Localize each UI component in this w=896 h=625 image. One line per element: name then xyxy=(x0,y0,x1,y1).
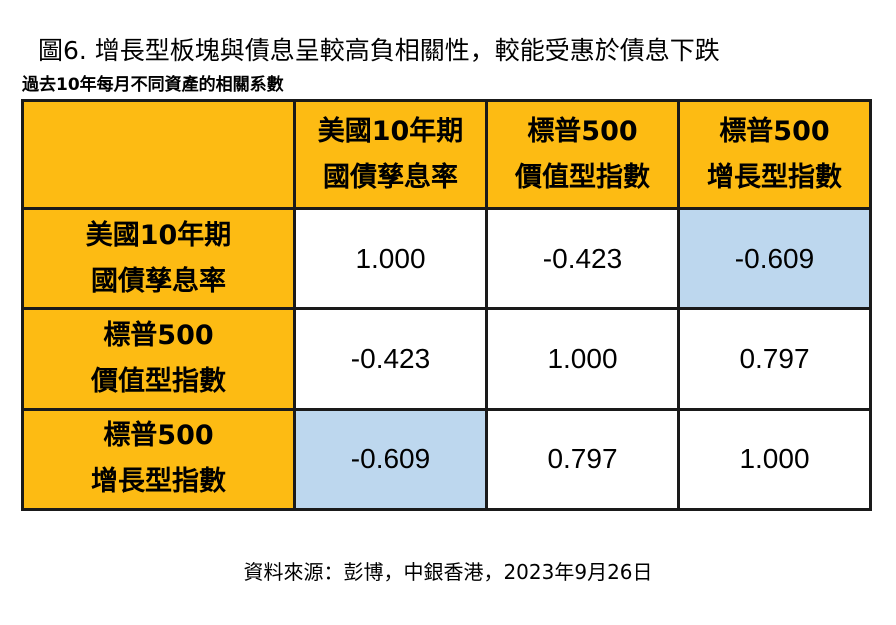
row-header-line: 價值型指數 xyxy=(91,366,226,398)
value-cell: -0.423 xyxy=(293,307,488,411)
column-header-line: 標普500 xyxy=(719,115,830,147)
value-cell: -0.609 xyxy=(293,407,488,512)
value-cell: 1.000 xyxy=(293,207,488,311)
column-header-line: 標普500 xyxy=(527,115,638,147)
row-header-treasury: 美國10年期 國債孳息率 xyxy=(21,207,296,311)
value-cell: -0.423 xyxy=(485,207,680,311)
chart-title: 圖6. 增長型板塊與債息呈較高負相關性，較能受惠於債息下跌 xyxy=(38,36,720,65)
column-header-treasury: 美國10年期 國債孳息率 xyxy=(293,98,488,211)
correlation-table: 美國10年期 國債孳息率 標普500 價值型指數 標普500 增長型指數 美國1… xyxy=(21,98,872,512)
table-row-treasury: 美國10年期 國債孳息率 1.000 -0.423 -0.609 xyxy=(21,207,872,311)
row-header-line: 美國10年期 xyxy=(85,219,232,251)
value-cell: 0.797 xyxy=(677,307,872,411)
header-row: 美國10年期 國債孳息率 標普500 價值型指數 標普500 增長型指數 xyxy=(21,98,872,211)
source-note: 資料來源：彭博，中銀香港，2023年9月26日 xyxy=(243,560,653,584)
value-cell: 1.000 xyxy=(485,307,680,411)
column-header-line: 美國10年期 xyxy=(317,115,464,147)
column-header-value-index: 標普500 價值型指數 xyxy=(485,98,680,211)
table-row-growth-index: 標普500 增長型指數 -0.609 0.797 1.000 xyxy=(21,407,872,512)
row-header-line: 標普500 xyxy=(103,420,214,452)
row-header-growth-index: 標普500 增長型指數 xyxy=(21,407,296,512)
chart-subtitle: 過去10年每月不同資產的相關系數 xyxy=(22,75,284,95)
corner-cell xyxy=(21,98,296,211)
value-cell: 0.797 xyxy=(485,407,680,512)
column-header-line: 價值型指數 xyxy=(515,161,650,193)
row-header-line: 標普500 xyxy=(103,320,214,352)
column-header-line: 國債孳息率 xyxy=(323,161,458,193)
table-row-value-index: 標普500 價值型指數 -0.423 1.000 0.797 xyxy=(21,307,872,411)
value-cell: -0.609 xyxy=(677,207,872,311)
row-header-line: 增長型指數 xyxy=(91,466,226,498)
column-header-line: 增長型指數 xyxy=(707,161,842,193)
value-cell: 1.000 xyxy=(677,407,872,512)
column-header-growth-index: 標普500 增長型指數 xyxy=(677,98,872,211)
row-header-line: 國債孳息率 xyxy=(91,265,226,297)
row-header-value-index: 標普500 價值型指數 xyxy=(21,307,296,411)
